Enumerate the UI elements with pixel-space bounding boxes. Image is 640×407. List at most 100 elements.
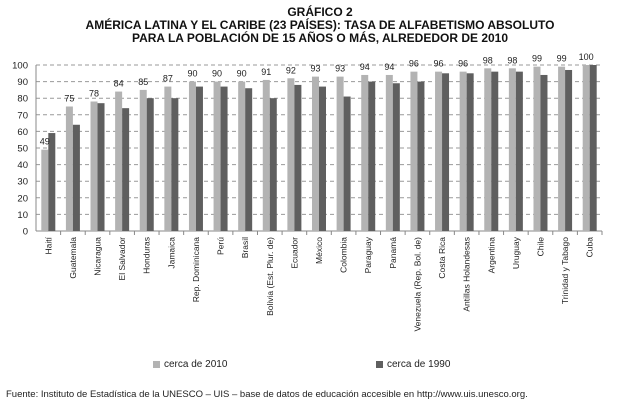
y-tick-label: 10 — [17, 210, 28, 221]
x-tick-label: Paraguay — [363, 236, 373, 273]
data-label: 90 — [187, 69, 197, 79]
bar-2010 — [361, 74, 369, 232]
legend-item-1990: cerca de 1990 — [376, 359, 450, 370]
y-tick-label: 100 — [12, 61, 28, 72]
y-tick-label: 60 — [17, 127, 28, 138]
data-label: 99 — [557, 54, 567, 64]
bar-2010 — [312, 76, 319, 232]
x-tick-label: Honduras — [142, 237, 152, 274]
data-label: 96 — [409, 59, 419, 69]
bar-1990 — [122, 108, 130, 231]
legend-label-1990: cerca de 1990 — [387, 359, 451, 370]
bar-1990 — [491, 71, 499, 231]
y-tick-label: 90 — [17, 77, 28, 88]
bar-1990 — [565, 69, 573, 231]
chart-title-1: GRÁFICO 2 — [287, 5, 353, 19]
bar-1990 — [97, 103, 105, 231]
bar-2010 — [115, 91, 123, 231]
bar-2010 — [41, 149, 49, 231]
data-label: 94 — [360, 62, 370, 72]
chart-title-3: PARA LA POBLACIÓN DE 15 AÑOS O MÁS, ALRE… — [131, 31, 509, 45]
bar-2010 — [213, 81, 221, 231]
bar-2010 — [139, 89, 147, 232]
data-label: 96 — [434, 59, 444, 69]
data-label: 98 — [483, 55, 493, 65]
bar-2010 — [90, 101, 98, 232]
legend-item-2010: cerca de 2010 — [153, 359, 227, 370]
bar-1990 — [589, 65, 597, 231]
bar-1990 — [515, 71, 523, 231]
bar-2010 — [410, 71, 418, 231]
bar-1990 — [195, 86, 203, 231]
data-label: 75 — [64, 94, 74, 104]
bar-1990 — [343, 96, 351, 231]
data-label: 90 — [212, 69, 222, 79]
bar-1990 — [220, 86, 228, 231]
bar-1990 — [146, 98, 154, 231]
data-label: 49 — [40, 137, 50, 147]
x-tick-label: Antillas Holandesas — [462, 237, 472, 312]
data-label: 92 — [286, 65, 296, 75]
data-label: 87 — [163, 74, 173, 84]
bar-1990 — [72, 124, 80, 231]
x-tick-label: Costa Rica — [437, 237, 447, 279]
x-tick-label: Brasil — [240, 237, 250, 258]
bar-2010 — [459, 71, 467, 231]
x-tick-label: Trinidad y Tabago — [560, 237, 570, 304]
bar-1990 — [319, 86, 326, 231]
y-tick-label: 70 — [17, 110, 28, 121]
source-note: Fuente: Instituto de Estadística de la U… — [6, 389, 528, 400]
bar-2010 — [164, 86, 172, 231]
data-label: 96 — [458, 59, 468, 69]
x-tick-label: Jamaica — [166, 237, 176, 269]
data-label: 94 — [384, 62, 394, 72]
data-label: 99 — [532, 54, 542, 64]
y-tick-label: 80 — [17, 94, 28, 105]
bar-1990 — [269, 98, 277, 231]
bar-2010 — [65, 106, 73, 231]
x-tick-label: Colombia — [339, 237, 349, 273]
x-tick-label: Ecuador — [289, 237, 299, 269]
bar-1990 — [466, 73, 474, 231]
bar-2010 — [533, 66, 541, 231]
data-label: 78 — [89, 89, 99, 99]
bar-2010 — [385, 74, 393, 232]
y-tick-label: 30 — [17, 177, 28, 188]
x-tick-label: Bolivia (Est. Plur. de) — [265, 237, 275, 316]
y-tick-label: 20 — [17, 193, 28, 204]
bar-1990 — [171, 98, 179, 231]
bar-1990 — [368, 81, 376, 231]
bar-1990 — [417, 81, 425, 231]
bar-2010 — [558, 66, 566, 231]
bar-2010 — [238, 81, 246, 231]
legend-swatch-1990 — [376, 361, 383, 368]
bar-1990 — [294, 84, 302, 231]
data-label: 91 — [261, 67, 271, 77]
bar-1990 — [442, 73, 450, 231]
bar-1990 — [245, 88, 253, 232]
x-tick-label: Cuba — [585, 237, 595, 258]
legend-swatch-2010 — [153, 361, 160, 368]
x-tick-label: El Salvador — [117, 237, 127, 281]
x-tick-label: México — [314, 237, 324, 264]
x-tick-label: Perú — [216, 237, 226, 255]
data-label: 93 — [310, 64, 320, 74]
x-tick-label: Uruguay — [511, 236, 521, 269]
y-tick-label: 0 — [23, 227, 28, 238]
x-tick-label: Nicaragua — [93, 237, 103, 276]
bar-1990 — [48, 133, 56, 231]
bar-2010 — [262, 79, 270, 231]
bar-2010 — [582, 65, 590, 231]
bar-2010 — [435, 71, 443, 231]
bar-1990 — [392, 83, 400, 231]
bar-2010 — [508, 68, 516, 231]
x-tick-label: Chile — [535, 237, 545, 257]
x-tick-label: Rep. Dominicana — [191, 237, 201, 302]
bar-1990 — [540, 74, 548, 232]
data-label: 90 — [237, 69, 247, 79]
x-tick-label: Venezuela (Rep. Bol. de) — [412, 237, 422, 332]
data-label: 100 — [579, 52, 594, 62]
bar-2010 — [287, 78, 295, 231]
x-tick-label: Haití — [43, 236, 53, 254]
data-label: 85 — [138, 77, 148, 87]
